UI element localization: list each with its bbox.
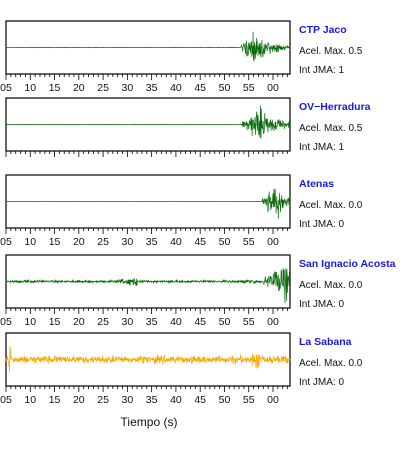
int-jma-label: Int JMA: 0 (299, 299, 344, 310)
x-tick-label: 55 (243, 394, 255, 406)
int-jma-label: Int JMA: 0 (299, 377, 344, 388)
x-tick-label: 20 (73, 316, 85, 328)
x-tick-label: 00 (267, 316, 279, 328)
x-tick-label: 45 (194, 236, 206, 248)
x-tick-label: 40 (170, 82, 182, 94)
acel-max-label: Acel. Max. 0.5 (299, 123, 363, 134)
panel-4: 05 10 15 20 25 30 35 40 45 50 55 00 La Sabana Acel. M… (0, 332, 363, 406)
x-tick-label: 00 (267, 82, 279, 94)
station-name: San Ignacio Acosta (299, 258, 396, 270)
x-tick-label: 35 (146, 316, 158, 328)
x-tick-label: 15 (49, 82, 61, 94)
x-tick-label: 10 (24, 394, 36, 406)
x-tick-label: 40 (170, 316, 182, 328)
x-tick-label: 30 (122, 236, 134, 248)
int-jma-label: Int JMA: 0 (299, 219, 344, 230)
x-tick-label: 40 (170, 394, 182, 406)
x-tick-label: 15 (49, 316, 61, 328)
x-tick-label: 05 (0, 394, 12, 406)
waveform-2 (5, 188, 291, 219)
x-tick-label: 10 (24, 236, 36, 248)
waveform-3 (5, 268, 291, 304)
x-tick-label: 30 (122, 316, 134, 328)
x-tick-label: 50 (219, 82, 231, 94)
acel-max-label: Acel. Max. 0.5 (299, 46, 363, 57)
x-tick-label: 45 (194, 316, 206, 328)
x-tick-label: 45 (194, 394, 206, 406)
panel-2: 05 10 15 20 25 30 35 40 45 50 55 00 Atenas Acel. Max.… (0, 174, 363, 248)
x-tick-label: 25 (97, 394, 109, 406)
acel-max-label: Acel. Max. 0.0 (299, 280, 363, 291)
x-tick-label: 35 (146, 394, 158, 406)
waveform-4 (5, 346, 291, 373)
int-jma-label: Int JMA: 1 (299, 65, 344, 76)
x-tick-label: 50 (219, 394, 231, 406)
x-tick-label: 55 (243, 236, 255, 248)
x-tick-label: 35 (146, 82, 158, 94)
x-tick-label: 15 (49, 394, 61, 406)
panel-1: OV−Herradura Acel. Max. 0.5 Int JMA: 1 (5, 97, 371, 157)
x-tick-label: 50 (219, 316, 231, 328)
x-tick-label: 20 (73, 236, 85, 248)
x-tick-label: 10 (24, 316, 36, 328)
x-tick-label: 05 (0, 236, 12, 248)
x-tick-label: 35 (146, 236, 158, 248)
x-tick-label: 50 (219, 236, 231, 248)
waveform-0 (5, 31, 291, 62)
x-tick-label: 05 (0, 316, 12, 328)
acel-max-label: Acel. Max. 0.0 (299, 358, 363, 369)
x-tick-label: 25 (97, 316, 109, 328)
x-tick-label: 10 (24, 82, 36, 94)
x-tick-label: 20 (73, 82, 85, 94)
acel-max-label: Acel. Max. 0.0 (299, 200, 363, 211)
x-tick-label: 45 (194, 82, 206, 94)
x-tick-label: 25 (97, 82, 109, 94)
x-tick-label: 00 (267, 394, 279, 406)
waveform-1 (5, 105, 291, 139)
x-tick-label: 30 (122, 394, 134, 406)
x-tick-label: 55 (243, 316, 255, 328)
station-name: Atenas (299, 178, 334, 190)
x-tick-label: 40 (170, 236, 182, 248)
station-name: OV−Herradura (299, 101, 371, 113)
station-name: La Sabana (299, 336, 352, 348)
panel-0: 05 10 15 20 25 30 35 40 45 50 55 00 CTP Jaco Acel. Ma… (0, 20, 363, 94)
x-tick-label: 30 (122, 82, 134, 94)
x-tick-label: 15 (49, 236, 61, 248)
x-tick-label: 55 (243, 82, 255, 94)
x-tick-label: 05 (0, 82, 12, 94)
x-tick-label: 25 (97, 236, 109, 248)
x-tick-label: 20 (73, 394, 85, 406)
int-jma-label: Int JMA: 1 (299, 142, 344, 153)
station-name: CTP Jaco (299, 24, 347, 36)
x-tick-label: 00 (267, 236, 279, 248)
panel-3: 05 10 15 20 25 30 35 40 45 50 55 00 San Ignacio Acos… (0, 254, 396, 328)
x-axis-label: Tiempo (s) (121, 415, 178, 429)
